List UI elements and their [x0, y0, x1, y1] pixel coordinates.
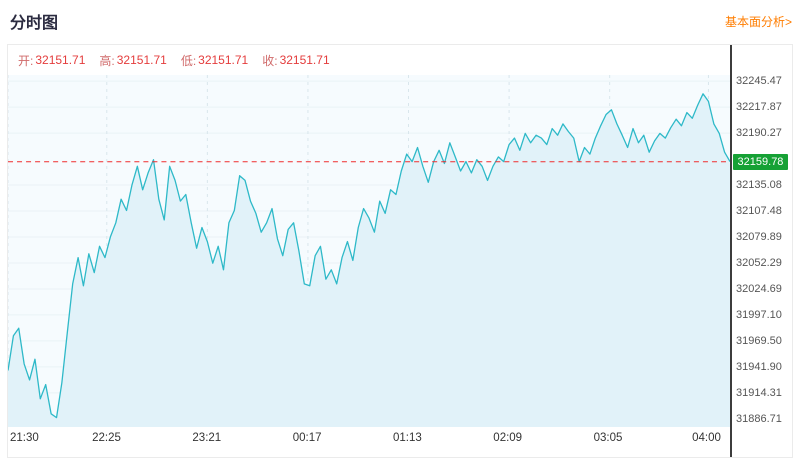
ohlc-row: 开: 32151.71 高: 32151.71 低: 32151.71 收: 3…	[8, 45, 730, 75]
price-line-chart[interactable]	[8, 75, 730, 427]
y-axis: 32159.78 32245.47 32217.87 32190.27 32135.0…	[730, 45, 792, 457]
close-label: 收:	[262, 53, 278, 68]
page-title: 分时图	[10, 15, 59, 32]
x-axis-label: 02:09	[493, 432, 523, 444]
high-label: 高:	[99, 53, 115, 68]
x-axis-label: 01:13	[393, 432, 422, 444]
x-axis-label: 04:00	[692, 432, 721, 444]
y-axis-label: 31914.31	[736, 386, 782, 399]
y-axis-label: 32190.27	[736, 127, 782, 140]
chart-main: 开: 32151.71 高: 32151.71 低: 32151.71 收: 3…	[8, 45, 730, 457]
x-axis-label: 21:30	[10, 432, 39, 444]
y-axis-label: 31941.90	[736, 360, 782, 373]
y-axis-label: 32135.08	[736, 179, 782, 192]
y-axis-label: 31886.71	[736, 412, 782, 425]
y-axis-label: 32079.89	[736, 230, 782, 243]
x-axis-label: 23:21	[192, 432, 222, 444]
x-axis-label: 00:17	[292, 432, 322, 444]
low-value: 32151.71	[198, 53, 249, 67]
x-axis-label: 03:05	[593, 432, 623, 444]
fundamental-analysis-link[interactable]: 基本面分析>	[724, 15, 792, 29]
y-axis-label: 32107.48	[736, 205, 782, 218]
page-header: 分时图 基本面分析>	[0, 0, 800, 40]
high-value: 32151.71	[116, 53, 167, 67]
y-axis-label: 32217.87	[736, 101, 782, 114]
open-value: 32151.71	[35, 53, 86, 67]
y-axis-label: 31969.50	[736, 334, 782, 347]
intraday-chart-widget: 开: 32151.71 高: 32151.71 低: 32151.71 收: 3…	[7, 44, 793, 458]
close-value: 32151.71	[279, 53, 330, 67]
low-label: 低:	[180, 53, 197, 68]
chart-canvas	[8, 75, 730, 427]
x-axis-label: 22:25	[92, 432, 121, 444]
y-axis-label: 32245.47	[736, 75, 782, 88]
y-axis-label: 31997.10	[736, 308, 782, 321]
y-axis-label: 32024.69	[736, 282, 782, 295]
x-axis: 21:30 22:25 23:21 00:17 01:13 02:09 03:05 04:00	[8, 427, 730, 451]
current-price-badge: 32159.78	[733, 153, 788, 170]
y-axis-label: 32052.29	[736, 256, 782, 269]
open-label: 开:	[18, 53, 34, 68]
